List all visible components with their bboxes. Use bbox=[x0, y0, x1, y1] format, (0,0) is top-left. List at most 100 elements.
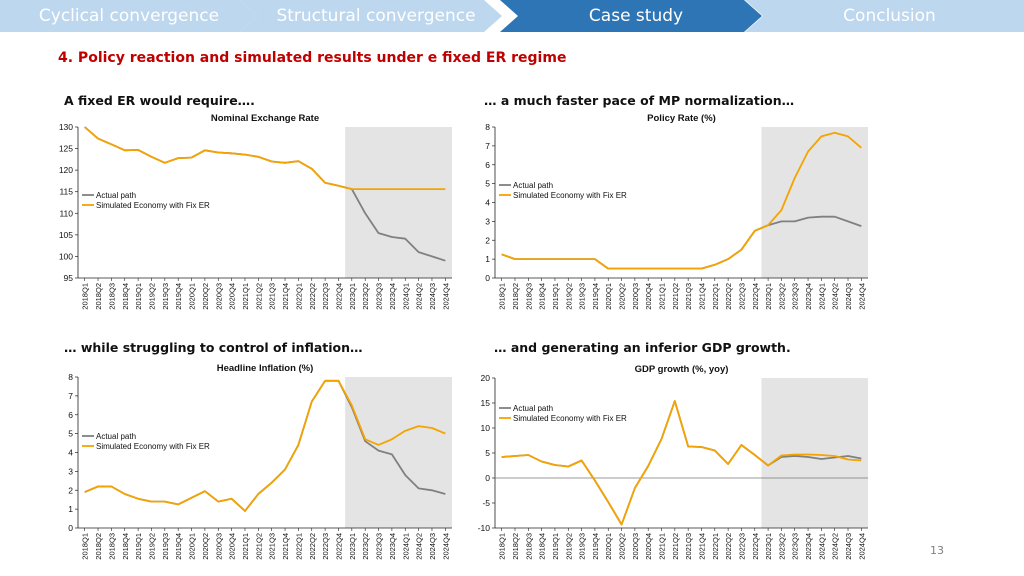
x-tick-label: 2024Q4 bbox=[441, 533, 450, 560]
y-tick-label: 120 bbox=[59, 165, 73, 175]
x-tick-label: 2020Q2 bbox=[201, 283, 210, 310]
x-tick-label: 2024Q2 bbox=[831, 533, 840, 560]
x-tick-label: 2021Q1 bbox=[658, 533, 667, 560]
section-nav: Cyclical convergence Structural converge… bbox=[0, 0, 1024, 32]
x-tick-label: 2021Q4 bbox=[697, 533, 706, 560]
y-tick-label: 7 bbox=[485, 141, 490, 151]
y-tick-label: 115 bbox=[59, 187, 73, 197]
x-tick-label: 2020Q3 bbox=[631, 283, 640, 310]
x-tick-label: 2022Q4 bbox=[334, 283, 343, 310]
x-tick-label: 2020Q1 bbox=[604, 283, 613, 310]
x-tick-label: 2020Q2 bbox=[618, 283, 627, 310]
x-tick-label: 2024Q3 bbox=[428, 283, 437, 310]
series-simulated-fix-er bbox=[84, 126, 446, 191]
x-tick-label: 2021Q4 bbox=[281, 283, 290, 310]
x-tick-label: 2024Q1 bbox=[817, 533, 826, 560]
x-tick-label: 2020Q2 bbox=[618, 533, 627, 560]
x-tick-label: 2024Q4 bbox=[857, 283, 866, 310]
series-actual-path bbox=[84, 379, 446, 512]
x-tick-label: 2020Q1 bbox=[188, 533, 197, 560]
x-tick-label: 2019Q2 bbox=[564, 533, 573, 560]
x-tick-label: 2021Q2 bbox=[254, 283, 263, 310]
chart-headline-inflation-group: 0 1 2 3 4 5 6 7 8 2018Q1 2018Q2 2018Q3 2018Q4 2019Q1 2… bbox=[68, 363, 452, 560]
y-tick-label: 8 bbox=[68, 372, 73, 382]
x-tick-label: 2023Q3 bbox=[375, 283, 384, 310]
x-tick-label: 2018Q1 bbox=[81, 533, 90, 560]
x-tick-label: 2022Q1 bbox=[294, 533, 303, 560]
x-tick-label: 2019Q2 bbox=[564, 283, 573, 310]
chart-nominal-exchange-rate-group: 95 100 105 110 115 120 125 130 2018Q1 2018Q2 2018Q… bbox=[59, 113, 452, 310]
x-tick-label: 2024Q2 bbox=[831, 283, 840, 310]
y-tick-label: 3 bbox=[485, 216, 490, 226]
x-tick-label: 2021Q3 bbox=[268, 283, 277, 310]
x-tick-label: 2021Q3 bbox=[684, 533, 693, 560]
x-tick-label: 2022Q3 bbox=[737, 283, 746, 310]
chart-gdp-growth-group: -10 -5 0 5 10 15 20 2018Q1 2018Q2 2018Q3 2018Q4 201… bbox=[478, 364, 868, 560]
y-tick-label: 10 bbox=[481, 423, 491, 433]
x-tick-label: 2023Q1 bbox=[348, 283, 357, 310]
x-tick-label: 2022Q1 bbox=[711, 533, 720, 560]
x-tick-label: 2021Q3 bbox=[268, 533, 277, 560]
nav-step-cyclical-convergence[interactable]: Cyclical convergence bbox=[0, 0, 258, 32]
x-tick-label: 2021Q2 bbox=[671, 533, 680, 560]
series-actual-path bbox=[501, 400, 862, 526]
y-tick-label: 4 bbox=[68, 448, 73, 458]
y-tick-label: 1 bbox=[68, 504, 73, 514]
x-tick-label: 2020Q1 bbox=[188, 283, 197, 310]
chart-title: GDP growth (%, yoy) bbox=[635, 364, 729, 375]
x-tick-label: 2024Q2 bbox=[415, 533, 424, 560]
x-tick-label: 2020Q4 bbox=[228, 533, 237, 560]
y-tick-label: 1 bbox=[485, 254, 490, 264]
nav-step-case-study[interactable]: Case study bbox=[500, 0, 762, 32]
nav-step-conclusion[interactable]: Conclusion bbox=[745, 0, 1024, 32]
x-tick-label: 2018Q4 bbox=[538, 533, 547, 560]
x-tick-label: 2018Q4 bbox=[121, 283, 130, 310]
x-tick-label: 2022Q4 bbox=[751, 283, 760, 310]
page-number: 13 bbox=[930, 544, 944, 557]
y-tick-label: 105 bbox=[59, 230, 73, 240]
y-tick-label: 2 bbox=[68, 485, 73, 495]
x-tick-label: 2019Q4 bbox=[591, 533, 600, 560]
x-tick-label: 2018Q2 bbox=[94, 533, 103, 560]
x-tick-label: 2020Q3 bbox=[631, 533, 640, 560]
x-tick-label: 2022Q2 bbox=[724, 533, 733, 560]
forecast-shade bbox=[761, 127, 868, 278]
x-tick-label: 2024Q3 bbox=[844, 283, 853, 310]
nav-step-label: Case study bbox=[588, 6, 684, 26]
x-tick-label: 2019Q3 bbox=[161, 533, 170, 560]
legend-label: Simulated Economy with Fix ER bbox=[513, 191, 627, 200]
x-tick-label: 2019Q1 bbox=[134, 283, 143, 310]
x-tick-label: 2023Q3 bbox=[375, 533, 384, 560]
x-tick-label: 2020Q1 bbox=[604, 533, 613, 560]
x-tick-label: 2018Q4 bbox=[121, 533, 130, 560]
x-tick-label: 2018Q4 bbox=[538, 283, 547, 310]
nav-step-structural-convergence[interactable]: Structural convergence bbox=[240, 0, 502, 32]
legend-label: Actual path bbox=[96, 432, 136, 441]
x-tick-label: 2021Q1 bbox=[241, 533, 250, 560]
section-title: 4. Policy reaction and simulated results… bbox=[58, 50, 567, 66]
y-tick-label: 5 bbox=[68, 429, 73, 439]
chart-policy-rate-group: 0 1 2 3 4 5 6 7 8 2018Q1 2018Q2 2018Q3 2018Q4 2019Q1 2… bbox=[485, 113, 868, 310]
x-tick-label: 2024Q1 bbox=[401, 283, 410, 310]
forecast-shade bbox=[761, 378, 868, 528]
x-tick-label: 2024Q1 bbox=[817, 283, 826, 310]
x-tick-label: 2022Q4 bbox=[751, 533, 760, 560]
x-tick-label: 2019Q3 bbox=[161, 283, 170, 310]
y-tick-label: 4 bbox=[485, 198, 490, 208]
x-tick-label: 2023Q2 bbox=[777, 533, 786, 560]
x-tick-label: 2019Q4 bbox=[174, 533, 183, 560]
x-tick-label: 2020Q3 bbox=[214, 533, 223, 560]
forecast-shade bbox=[345, 127, 452, 278]
x-tick-label: 2020Q4 bbox=[228, 283, 237, 310]
series-simulated-fix-er bbox=[84, 379, 446, 512]
chart-title: Policy Rate (%) bbox=[647, 113, 716, 124]
y-tick-label: 0 bbox=[68, 523, 73, 533]
y-tick-label: 7 bbox=[68, 391, 73, 401]
x-tick-label: 2018Q3 bbox=[524, 533, 533, 560]
x-tick-label: 2021Q1 bbox=[658, 283, 667, 310]
x-tick-label: 2023Q3 bbox=[791, 283, 800, 310]
x-tick-label: 2019Q2 bbox=[147, 283, 156, 310]
x-tick-label: 2024Q4 bbox=[857, 533, 866, 560]
y-tick-label: -5 bbox=[482, 498, 490, 508]
x-tick-label: 2018Q1 bbox=[498, 533, 507, 560]
